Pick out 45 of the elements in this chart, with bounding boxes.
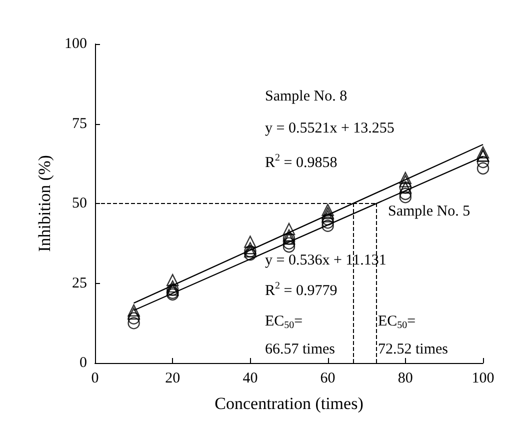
x-tick-label: 20 <box>165 370 180 386</box>
y-tick-label: 0 <box>80 355 87 371</box>
y-tick-label: 75 <box>72 116 87 132</box>
x-tick-label: 0 <box>91 370 99 386</box>
x-axis-title: Concentration (times) <box>214 394 364 413</box>
point <box>128 312 140 324</box>
annotation: y = 0.536x + 11.131 <box>265 252 386 268</box>
point <box>128 304 140 316</box>
point <box>128 317 140 330</box>
point <box>399 175 412 188</box>
annotation: 66.57 times <box>265 342 336 358</box>
point <box>322 220 334 232</box>
point <box>282 237 296 250</box>
point <box>322 213 334 226</box>
point <box>476 146 490 159</box>
annotation: Sample No. 5 <box>388 204 470 220</box>
x-tick-label: 80 <box>398 370 413 386</box>
point <box>476 156 490 168</box>
point <box>399 172 412 184</box>
point <box>322 216 334 229</box>
y-tick-label: 50 <box>72 196 87 212</box>
x-tick-label: 100 <box>472 370 494 386</box>
point <box>282 240 296 253</box>
point <box>399 191 412 204</box>
annotation: 72.52 times <box>378 342 448 358</box>
point <box>322 206 334 220</box>
y-axis-title: Inhibition (%) <box>35 155 54 252</box>
point <box>166 274 179 286</box>
x-tick-label: 40 <box>242 370 258 386</box>
point <box>476 162 490 175</box>
point <box>128 307 140 320</box>
point <box>322 204 334 216</box>
point <box>244 248 256 261</box>
point <box>244 242 256 254</box>
point <box>282 222 296 236</box>
point <box>282 229 296 242</box>
y-tick-label: 100 <box>64 36 87 52</box>
annotation: y = 0.5521x + 13.255 <box>265 120 394 136</box>
x-tick-label: 60 <box>320 370 336 386</box>
point <box>399 188 412 200</box>
point <box>166 280 179 293</box>
point <box>322 210 334 222</box>
y-tick-label: 25 <box>72 275 87 292</box>
point <box>244 236 256 248</box>
annotation: Sample No. 8 <box>265 88 348 104</box>
